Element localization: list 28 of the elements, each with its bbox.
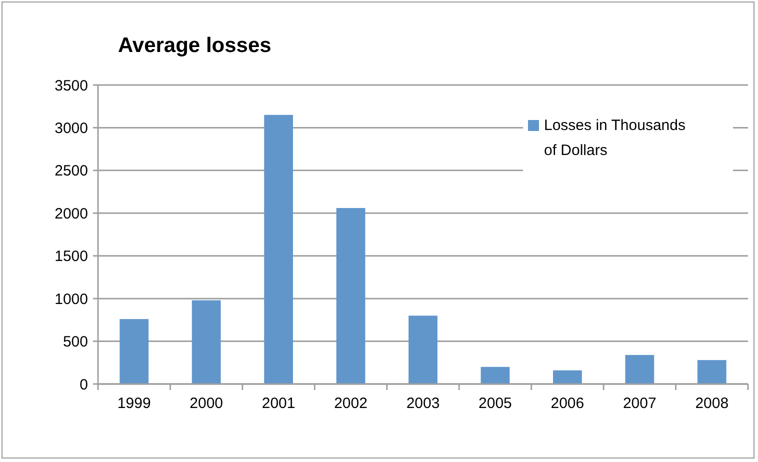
bar xyxy=(480,366,510,384)
y-tick-label: 0 xyxy=(80,376,88,394)
chart-title: Average losses xyxy=(118,34,272,57)
bar xyxy=(120,319,149,384)
bar xyxy=(625,354,654,384)
y-tick-label: 1500 xyxy=(54,248,88,266)
bar xyxy=(192,300,221,384)
x-tick-label: 2006 xyxy=(550,395,584,412)
y-tick-label: 1000 xyxy=(54,290,88,308)
x-tick-label: 2001 xyxy=(262,395,296,412)
bar xyxy=(408,316,438,384)
legend-label: Losses in Thousands of Dollars xyxy=(544,117,686,159)
x-tick-label: 2005 xyxy=(478,395,512,412)
bar xyxy=(553,370,582,384)
y-tick-label: 500 xyxy=(62,334,88,351)
x-tick-label: 2002 xyxy=(334,395,368,412)
y-tick-label: 3000 xyxy=(54,120,88,137)
y-tick-label: 2500 xyxy=(54,162,88,180)
x-tick-label: 2000 xyxy=(190,395,224,412)
bar xyxy=(336,208,366,384)
bar xyxy=(264,114,293,384)
x-tick-label: 1999 xyxy=(117,395,151,412)
bar xyxy=(697,360,726,384)
x-tick-label: 2003 xyxy=(406,395,440,412)
x-tick-label: 2008 xyxy=(695,395,729,412)
y-tick-label: 3500 xyxy=(54,77,88,94)
x-tick-label: 2007 xyxy=(622,395,656,412)
y-tick-label: 2000 xyxy=(54,205,88,222)
